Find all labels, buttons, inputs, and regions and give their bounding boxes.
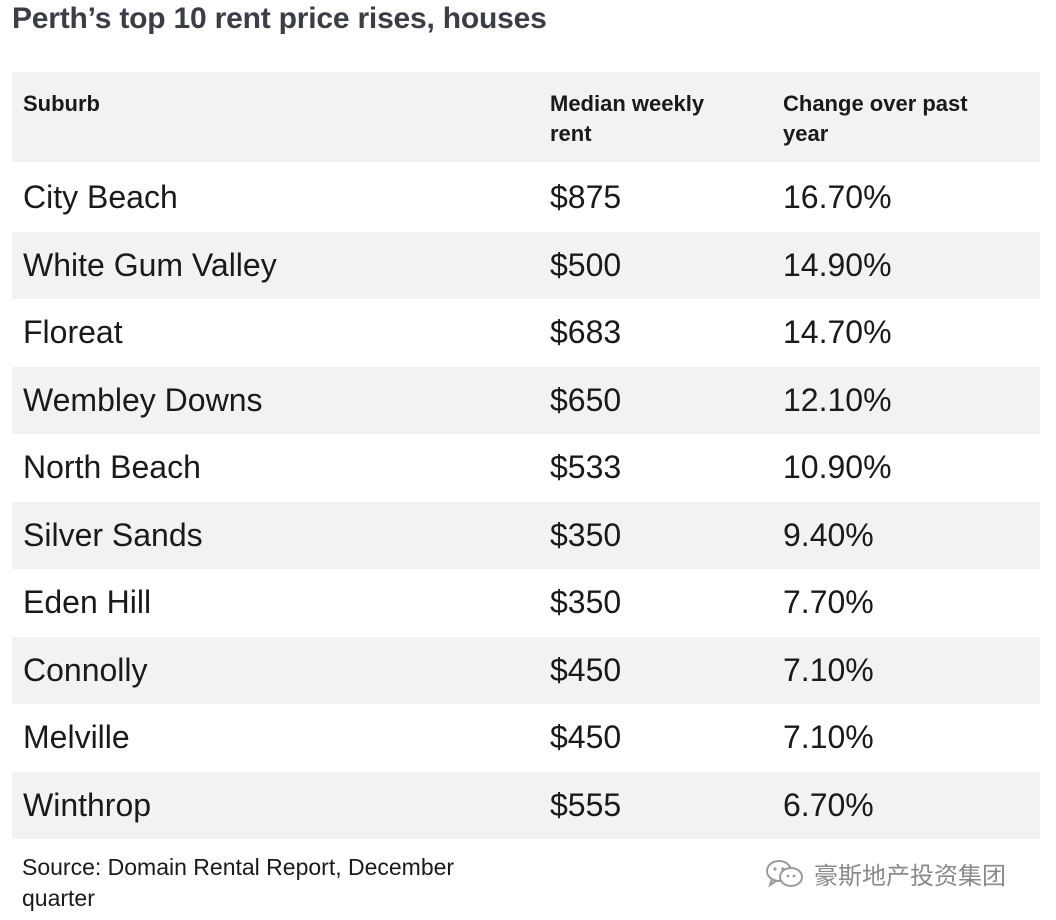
source-note: Source: Domain Rental Report, December q… bbox=[22, 854, 455, 911]
cell-rent: $555 bbox=[550, 786, 622, 823]
cell-change: 14.90% bbox=[783, 246, 892, 283]
cell-change: 12.10% bbox=[783, 381, 892, 418]
cell-change: 6.70% bbox=[783, 786, 874, 823]
cell-suburb: Melville bbox=[23, 719, 130, 756]
cell-change: 7.10% bbox=[783, 651, 874, 688]
cell-change: 9.40% bbox=[783, 516, 874, 553]
table-row: North Beach $533 10.90% bbox=[12, 434, 1040, 502]
cell-rent: $350 bbox=[550, 584, 622, 621]
cell-change: 7.10% bbox=[783, 719, 874, 756]
cell-suburb: Floreat bbox=[23, 314, 123, 351]
cell-suburb: City Beach bbox=[23, 179, 178, 216]
table-row: Melville $450 7.10% bbox=[12, 704, 1040, 772]
cell-rent: $350 bbox=[550, 516, 622, 553]
column-header-suburb: Suburb bbox=[23, 91, 100, 116]
cell-suburb: Wembley Downs bbox=[23, 381, 263, 418]
cell-rent: $683 bbox=[550, 314, 622, 351]
cell-rent: $450 bbox=[550, 719, 622, 756]
cell-suburb: Silver Sands bbox=[23, 516, 203, 553]
cell-suburb: Eden Hill bbox=[23, 584, 152, 621]
table-row: White Gum Valley $500 14.90% bbox=[12, 231, 1040, 299]
table-header: Suburb Median weekly rent Change over pa… bbox=[12, 72, 1040, 164]
wechat-icon bbox=[766, 859, 803, 887]
table-row: Floreat $683 14.70% bbox=[12, 299, 1040, 367]
table-row: Connolly $450 7.10% bbox=[12, 636, 1040, 704]
column-header-rent: Median weekly rent bbox=[550, 91, 705, 146]
cell-change: 14.70% bbox=[783, 314, 892, 351]
table-row: City Beach $875 16.70% bbox=[12, 164, 1040, 232]
column-header-change: Change over past year bbox=[783, 91, 968, 146]
cell-suburb: Connolly bbox=[23, 651, 148, 688]
cell-rent: $450 bbox=[550, 651, 622, 688]
table-row: Eden Hill $350 7.70% bbox=[12, 569, 1040, 637]
cell-rent: $650 bbox=[550, 381, 622, 418]
watermark: 豪斯地产投资集团 bbox=[764, 856, 1006, 891]
cell-change: 10.90% bbox=[783, 449, 892, 486]
cell-suburb: Winthrop bbox=[23, 786, 152, 823]
rent-table: Suburb Median weekly rent Change over pa… bbox=[12, 72, 1040, 839]
cell-rent: $500 bbox=[550, 246, 622, 283]
cell-suburb: White Gum Valley bbox=[23, 246, 277, 283]
page-title: Perth’s top 10 rent price rises, houses bbox=[12, 2, 547, 35]
cell-suburb: North Beach bbox=[23, 449, 201, 486]
cell-change: 7.70% bbox=[783, 584, 874, 621]
watermark-text: 豪斯地产投资集团 bbox=[814, 863, 1006, 890]
table-body: City Beach $875 16.70% White Gum Valley $500… bbox=[12, 164, 1040, 839]
table-row: Wembley Downs $650 12.10% bbox=[12, 366, 1040, 434]
table-row: Silver Sands $350 9.40% bbox=[12, 501, 1040, 569]
cell-rent: $533 bbox=[550, 449, 622, 486]
table-row: Winthrop $555 6.70% bbox=[12, 771, 1040, 839]
cell-change: 16.70% bbox=[783, 179, 892, 216]
cell-rent: $875 bbox=[550, 179, 622, 216]
